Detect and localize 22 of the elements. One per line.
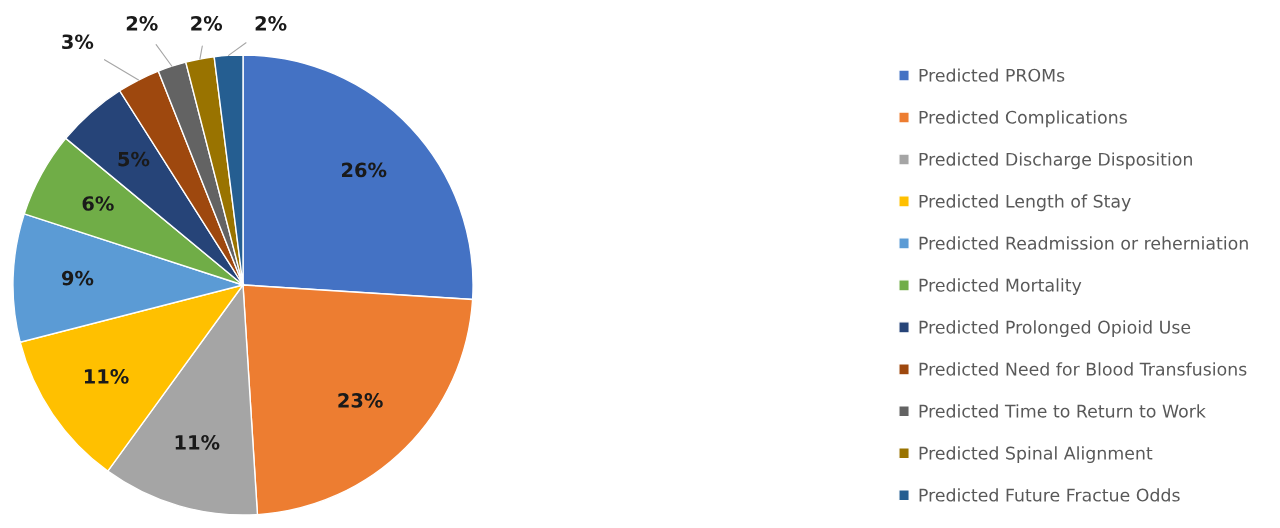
data-label: 2% <box>191 15 223 31</box>
data-label: 11% <box>175 434 220 450</box>
data-label: 3% <box>62 34 94 50</box>
data-label: 23% <box>338 393 383 408</box>
legend-label: Predicted Length of Stay <box>919 194 1131 212</box>
legend-label: Predicted Complications <box>919 110 1127 128</box>
legend-label: Predicted Readmission or reherniation <box>919 236 1248 250</box>
legend-label: Predicted Future Fractue Odds <box>919 488 1180 502</box>
data-label: 2% <box>255 15 287 31</box>
legend-label: Predicted Prolonged Opioid Use <box>919 320 1191 338</box>
data-label: 26% <box>342 162 387 178</box>
legend-label: Predicted Need for Blood Transfusions <box>919 362 1247 376</box>
legend-label: Predicted PROMs <box>919 68 1065 82</box>
data-label: 9% <box>61 270 94 286</box>
legend-label: Predicted Discharge Disposition <box>919 152 1192 170</box>
data-label: 5% <box>118 151 150 167</box>
data-label: 11% <box>84 369 129 384</box>
data-label: 2% <box>126 15 158 31</box>
legend-label: Predicted Mortality <box>919 278 1082 296</box>
data-label: 6% <box>82 196 114 211</box>
legend-label: Predicted Time to Return to Work <box>919 404 1206 418</box>
legend-label: Predicted Spinal Alignment <box>919 446 1153 464</box>
